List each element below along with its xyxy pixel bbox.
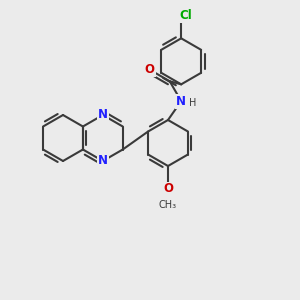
Text: O: O	[145, 63, 155, 76]
Text: O: O	[163, 182, 173, 196]
Text: N: N	[98, 154, 108, 167]
Text: CH₃: CH₃	[159, 200, 177, 210]
Text: N: N	[176, 95, 186, 108]
Text: N: N	[98, 109, 108, 122]
Text: Cl: Cl	[180, 9, 193, 22]
Text: H: H	[189, 98, 197, 108]
